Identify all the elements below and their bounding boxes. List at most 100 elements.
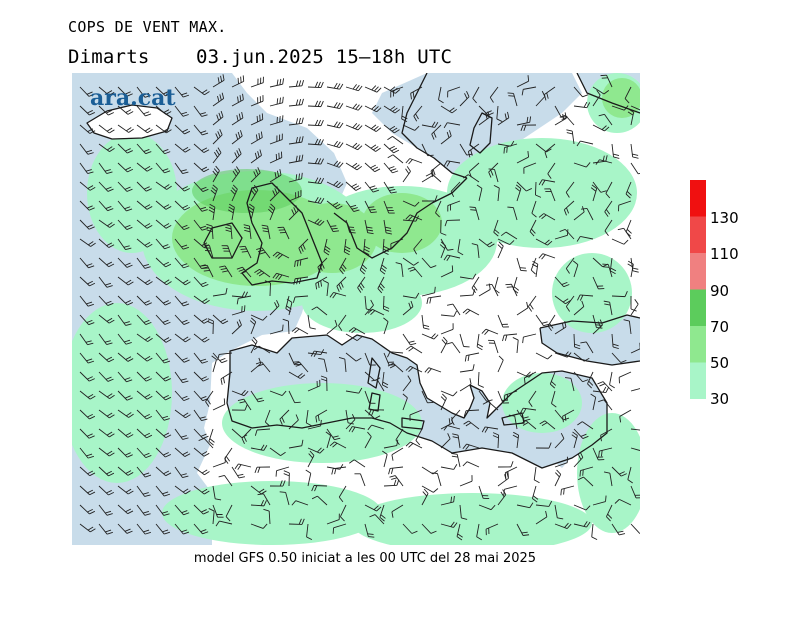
- wind-barb: [522, 333, 537, 344]
- wind-barb: [338, 485, 347, 503]
- forecast-date: 03.jun.2025: [196, 46, 325, 68]
- wind-barb: [345, 333, 363, 341]
- wind-barb: [440, 390, 458, 397]
- wind-barb: [250, 314, 268, 321]
- wind-barb: [136, 276, 153, 286]
- wind-barb: [268, 203, 276, 221]
- wind-barb: [383, 143, 400, 154]
- wind-barb: [493, 219, 500, 237]
- wind-barb: [305, 409, 312, 427]
- wind-barb: [217, 352, 233, 361]
- wind-barb: [98, 333, 113, 345]
- wind-barb: [520, 420, 537, 430]
- wind-barb: [250, 95, 264, 107]
- wind-barb: [459, 273, 477, 280]
- wind-barb: [481, 426, 499, 433]
- wind-barb: [345, 123, 363, 131]
- wind-barb: [231, 75, 245, 88]
- wind-barb: [136, 238, 153, 248]
- wind-barb: [486, 284, 499, 297]
- wind-barb: [237, 398, 252, 411]
- wind-barb: [581, 208, 594, 221]
- wind-barb: [234, 463, 252, 470]
- wind-barb: [364, 299, 374, 316]
- wind-barb: [193, 371, 209, 382]
- wind-barb: [193, 485, 210, 495]
- wind-barb: [231, 148, 242, 164]
- wind-barb: [477, 371, 484, 388]
- wind-barb: [174, 238, 189, 250]
- wind-barb: [212, 147, 222, 164]
- wind-barb: [136, 219, 153, 229]
- wind-barb: [174, 219, 190, 231]
- wind-barb: [257, 493, 271, 506]
- wind-barb: [345, 413, 356, 430]
- wind-barb: [98, 257, 115, 268]
- wind-barb: [117, 200, 133, 212]
- wind-barb: [345, 219, 356, 234]
- wind-barb: [264, 409, 271, 427]
- wind-barb: [440, 105, 458, 114]
- wind-barb: [339, 504, 347, 522]
- wind-barb: [387, 351, 404, 358]
- wind-barb: [293, 276, 309, 285]
- wind-barb: [459, 333, 470, 348]
- wind-barb: [369, 514, 385, 525]
- wind-barb: [451, 452, 461, 468]
- wind-barb: [627, 466, 633, 484]
- wind-barb: [250, 390, 265, 403]
- wind-barb: [117, 219, 133, 230]
- wind-barb: [519, 407, 537, 415]
- wind-barb: [117, 371, 133, 383]
- wind-barb: [547, 162, 556, 179]
- wind-barb: [279, 491, 290, 506]
- wind-barb: [478, 111, 490, 126]
- wind-barb: [326, 219, 340, 232]
- legend-band-30: [690, 362, 706, 399]
- wind-barb: [269, 96, 284, 107]
- wind-barb: [136, 143, 152, 155]
- wind-barb: [512, 431, 520, 449]
- wind-barb: [577, 294, 594, 301]
- wind-barb: [117, 333, 132, 345]
- wind-barb: [255, 361, 271, 373]
- wind-barb: [155, 124, 172, 134]
- wind-barb: [456, 523, 463, 541]
- wind-barb: [438, 86, 444, 104]
- wind-barb: [611, 105, 629, 111]
- wind-barb: [283, 470, 290, 487]
- wind-barb: [485, 523, 499, 536]
- wind-barb: [497, 314, 509, 328]
- wind-barb: [535, 510, 548, 525]
- wind-barb: [624, 86, 632, 104]
- wind-barb: [136, 124, 153, 134]
- wind-barb: [174, 447, 191, 457]
- wind-barb: [79, 124, 96, 134]
- wind-barb: [253, 345, 271, 354]
- chart-title: COPS DE VENT MAX.: [68, 18, 227, 36]
- wind-barb: [212, 504, 224, 518]
- wind-barb: [117, 390, 133, 401]
- wind-barb: [595, 159, 613, 165]
- wind-barb: [79, 86, 95, 97]
- wind-barb: [402, 166, 411, 183]
- wind-barb: [307, 158, 324, 165]
- wind-barb: [338, 357, 347, 373]
- legend-label-110: 110: [710, 245, 739, 263]
- wind-barb: [523, 162, 537, 174]
- wind-barb: [272, 272, 290, 280]
- wind-barb: [208, 508, 215, 525]
- wind-barb: [471, 276, 480, 294]
- wind-barb: [573, 300, 585, 316]
- wind-barb: [277, 226, 290, 240]
- wind-barb: [239, 245, 252, 259]
- wind-barb: [516, 151, 530, 164]
- wind-barb: [136, 162, 153, 172]
- legend-label-70: 70: [710, 318, 730, 336]
- wind-barb: [402, 215, 419, 222]
- wind-barb: [421, 488, 429, 506]
- wind-barb: [212, 485, 222, 501]
- wind-barb: [576, 140, 594, 147]
- wind-barb: [606, 504, 613, 522]
- wind-barb: [611, 352, 627, 364]
